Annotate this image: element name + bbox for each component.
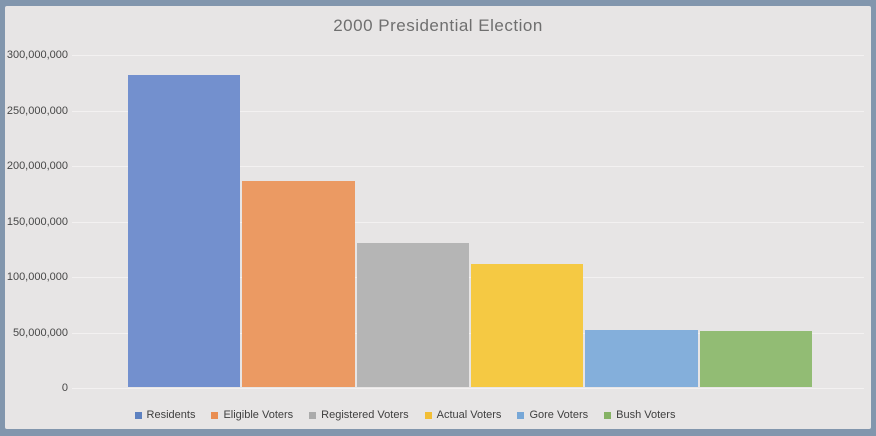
legend-swatch-icon — [211, 411, 219, 419]
gridline — [72, 55, 864, 56]
bar-gore-voters[interactable] — [585, 330, 698, 387]
legend-swatch-icon — [134, 411, 142, 419]
chart-title: 2000 Presidential Election — [333, 16, 543, 35]
bar-series-group — [128, 75, 812, 387]
legend-item-bush-voters[interactable]: Bush Voters — [604, 409, 675, 421]
y-axis-tick-labels: 300,000,000 250,000,000 200,000,000 150,000… — [5, 49, 68, 394]
y-axis-tick-label: 200,000,000 — [6, 160, 68, 172]
legend-item-residents[interactable]: Residents — [134, 409, 196, 421]
y-axis-tick-label: 250,000,000 — [6, 105, 68, 117]
legend-item-label: Gore Voters — [529, 409, 589, 421]
legend-item-eligible-voters[interactable]: Eligible Voters — [211, 409, 293, 421]
legend-item-actual-voters[interactable]: Actual Voters — [424, 409, 502, 421]
legend-item-label: Eligible Voters — [223, 409, 294, 421]
y-axis-tick-label: 150,000,000 — [6, 216, 68, 228]
y-axis-tick-label: 50,000,000 — [12, 327, 68, 339]
legend-item-label: Bush Voters — [616, 409, 676, 421]
legend: Residents Eligible Voters Registered Voter… — [5, 409, 871, 421]
plot-area — [72, 55, 864, 389]
legend-swatch-icon — [309, 411, 317, 419]
bar-eligible-voters[interactable] — [242, 181, 355, 387]
gridline — [72, 111, 864, 112]
bar-bush-voters[interactable] — [699, 331, 812, 387]
gridline — [72, 222, 864, 223]
legend-item-label: Registered Voters — [321, 409, 409, 421]
legend-item-label: Residents — [146, 409, 196, 421]
y-axis-tick-label: 100,000,000 — [6, 271, 68, 283]
bar-actual-voters[interactable] — [470, 264, 584, 387]
legend-swatch-icon — [604, 411, 612, 419]
legend-item-label: Actual Voters — [436, 409, 502, 421]
bar-residents[interactable] — [128, 75, 241, 387]
legend-swatch-icon — [424, 411, 432, 419]
y-axis-tick-label: 300,000,000 — [6, 49, 68, 61]
legend-item-registered-voters[interactable]: Registered Voters — [309, 409, 409, 421]
gridline — [72, 388, 864, 389]
y-axis-tick-label: 0 — [61, 382, 68, 394]
gridline — [72, 166, 864, 167]
legend-swatch-icon — [517, 411, 525, 419]
legend-item-gore-voters[interactable]: Gore Voters — [517, 409, 588, 421]
chart-area: 2000 Presidential Election 300,000,000 25… — [5, 6, 871, 429]
bar-registered-voters[interactable] — [356, 243, 469, 387]
